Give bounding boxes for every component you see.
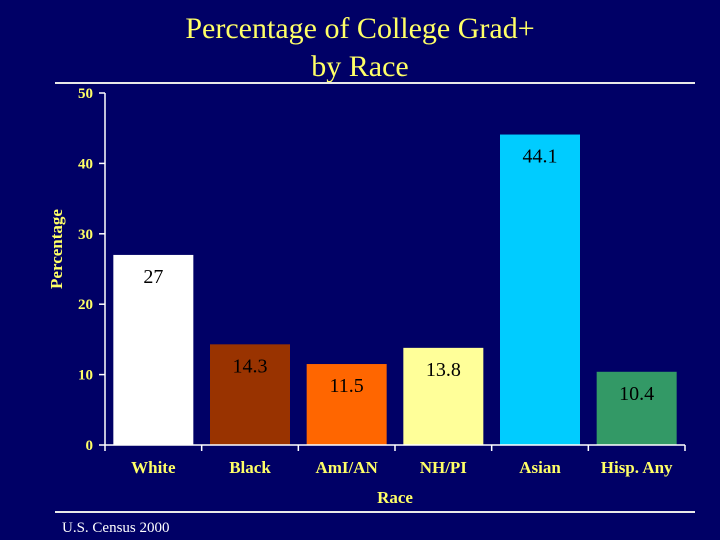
y-tick-labels: 0 10 20 30 40 50 — [78, 86, 93, 454]
data-label: 14.3 — [233, 355, 268, 377]
data-label: 10.4 — [619, 383, 654, 405]
category-label: Hisp. Any — [601, 458, 673, 477]
y-axis-title: Percentage — [47, 209, 66, 289]
y-tick-label: 0 — [86, 438, 94, 454]
top-divider — [55, 82, 695, 84]
x-axis-title: Race — [377, 488, 413, 507]
x-tick-marks — [104, 445, 686, 451]
category-labels: White Black AmI/AN NH/PI Asian Hisp. Any — [131, 458, 673, 477]
bar-asian — [500, 134, 580, 445]
bar-nh-pi — [403, 347, 484, 445]
bar-hisp-any — [596, 371, 677, 445]
data-label: 11.5 — [330, 375, 364, 397]
category-label: Asian — [519, 458, 561, 477]
bar-black — [210, 344, 290, 445]
data-labels: 27 14.3 11.5 13.8 44.1 10.4 — [143, 146, 654, 405]
y-tick-marks — [99, 92, 105, 446]
bottom-divider — [55, 511, 695, 513]
category-label: White — [131, 458, 176, 477]
category-label: AmI/AN — [315, 458, 378, 477]
data-label: 44.1 — [523, 146, 558, 168]
chart-title-line-1: Percentage of College Grad+ — [185, 12, 535, 45]
data-label: 27 — [143, 266, 163, 288]
source-note: U.S. Census 2000 — [62, 520, 170, 536]
y-tick-label: 40 — [78, 156, 93, 172]
y-tick-label: 10 — [78, 368, 93, 384]
category-label: Black — [229, 458, 271, 477]
data-label: 13.8 — [426, 359, 461, 381]
bars — [113, 134, 677, 445]
y-tick-label: 30 — [78, 227, 93, 243]
chart-title-line-2: by Race — [311, 50, 409, 83]
bar-white — [113, 254, 194, 445]
y-tick-label: 20 — [78, 297, 93, 313]
bar-ami-an — [306, 364, 387, 445]
y-tick-label: 50 — [78, 86, 93, 102]
category-label: NH/PI — [420, 458, 468, 477]
